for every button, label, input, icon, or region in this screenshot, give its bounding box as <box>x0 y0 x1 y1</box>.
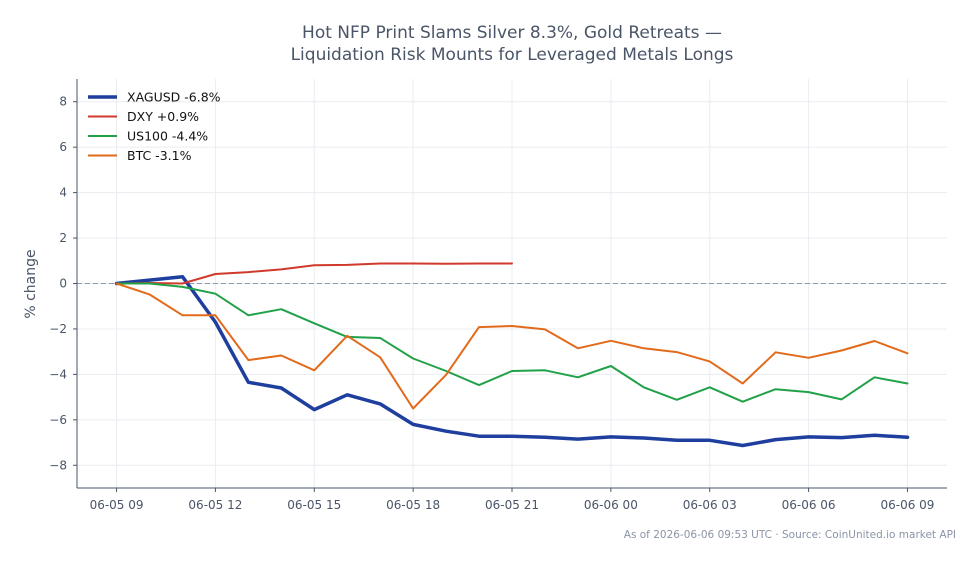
series-line-0 <box>114 274 910 448</box>
x-tick-label: 06-06 03 <box>683 498 737 512</box>
y-axis-label: % change <box>23 249 39 318</box>
legend-label-0: XAGUSD -6.8% <box>127 90 221 105</box>
legend-label-2: US100 -4.4% <box>127 129 208 144</box>
x-tick-label: 06-05 21 <box>485 498 539 512</box>
x-tick-label: 06-05 15 <box>287 498 341 512</box>
series-line-3 <box>115 282 909 410</box>
y-tick-label: −8 <box>49 458 67 472</box>
y-tick-label: −6 <box>49 413 67 427</box>
y-tick-label: 8 <box>59 95 67 109</box>
chart-title-line-1: Hot NFP Print Slams Silver 8.3%, Gold Re… <box>302 23 722 43</box>
legend-label-1: DXY +0.9% <box>127 109 199 124</box>
series-layer <box>114 262 910 448</box>
series-line-1 <box>115 262 513 285</box>
legend: XAGUSD -6.8% DXY +0.9% US100 -4.4% BTC -3.1… <box>88 90 221 163</box>
x-tick-label: 06-06 06 <box>782 498 836 512</box>
x-tick-label: 06-06 00 <box>584 498 638 512</box>
y-tick-label: 2 <box>59 231 67 245</box>
series-line-2 <box>115 282 909 403</box>
axes: −8 −6 −4 −2 0 2 4 6 8 06-05 09 06-05 12 06-05 15 06-… <box>49 79 947 512</box>
y-tick-label: 0 <box>59 277 67 291</box>
footer-note: As of 2026-06-06 09:53 UTC · Source: Coi… <box>624 529 956 541</box>
x-tick-label: 06-05 09 <box>90 498 144 512</box>
y-tick-label: 4 <box>59 186 67 200</box>
legend-label-3: BTC -3.1% <box>127 148 192 163</box>
x-tick-label: 06-05 18 <box>386 498 440 512</box>
x-tick-label: 06-05 12 <box>188 498 242 512</box>
y-tick-label: 6 <box>59 140 67 154</box>
y-tick-label: −4 <box>49 367 67 381</box>
x-tick-label: 06-06 09 <box>880 498 934 512</box>
chart-title-line-2: Liquidation Risk Mounts for Leveraged Me… <box>291 45 734 65</box>
y-tick-label: −2 <box>49 322 67 336</box>
